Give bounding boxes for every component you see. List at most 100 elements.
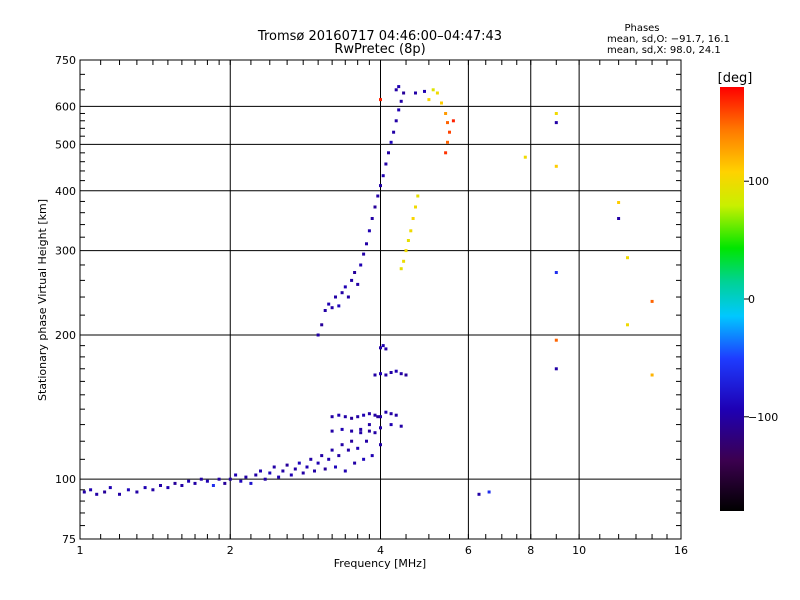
x-tick-label: 1 [77,544,84,557]
data-point [340,443,344,447]
data-point [350,416,354,420]
data-point [327,302,331,306]
data-point [367,229,371,233]
data-point [301,471,305,475]
data-point [281,469,285,473]
data-point [427,98,431,102]
data-point [211,484,215,487]
data-point [477,492,481,496]
data-point [523,155,527,159]
y-axis-label: Stationary phase Virtual Height [km] [36,199,49,401]
data-point [234,473,238,477]
data-point [254,473,258,477]
data-point [446,121,449,125]
data-point [359,431,363,435]
data-point [249,481,253,485]
data-point [626,256,629,260]
data-point [365,242,368,246]
data-point [180,484,184,487]
data-point [330,306,334,310]
data-point [118,492,121,496]
data-point [444,151,448,155]
x-tick-label: 8 [527,544,534,557]
data-point [320,454,324,458]
data-point [350,429,354,433]
colorbar-ticks: 100 0 −100 [744,175,778,424]
data-point [356,446,360,450]
data-point [293,467,297,471]
data-point [448,130,451,134]
data-point [399,372,403,376]
data-point [239,479,243,483]
data-point [108,486,112,490]
y-tick-label: 500 [55,138,76,151]
data-point [337,304,341,308]
data-point [305,465,309,469]
data-point [440,101,443,105]
colorbar-tick-label: 100 [748,175,769,188]
data-point [389,412,393,416]
x-axis-ticks: 1 2 4 6 8 10 16 [77,60,688,557]
data-point [411,217,415,220]
phases-line-x: mean, sd,X: 98.0, 24.1 [607,45,721,56]
data-point [399,99,403,103]
data-point [297,461,301,465]
data-point [228,477,232,481]
data-point [151,488,155,492]
x-tick-label: 6 [465,544,472,557]
data-point [330,448,334,452]
data-point [359,427,363,431]
data-point [199,477,203,481]
data-point [173,481,177,485]
data-point [389,140,393,144]
data-point [309,457,313,461]
data-point [82,490,86,494]
data-point [379,415,382,419]
data-point [365,439,368,443]
data-point [362,457,366,461]
data-point [554,367,558,371]
data-point [343,415,347,419]
data-point [343,285,347,289]
data-point [409,229,413,233]
data-point [367,429,371,433]
data-point [95,492,99,496]
data-point [353,461,357,465]
data-point [103,490,107,494]
data-point [394,119,398,123]
data-point [554,271,558,274]
data-point [416,194,420,198]
data-point [313,469,316,473]
y-axis-ticks: 75 100 200 300 400 500 600 750 [55,54,681,546]
colorbar-label: [deg] [718,71,753,86]
data-point [285,463,289,467]
data-point [193,481,197,485]
data-point [451,119,455,123]
data-point [337,413,341,417]
data-point [376,415,380,419]
data-point [379,443,382,447]
data-point [554,164,558,168]
x-axis-label: Frequency [MHz] [334,557,426,570]
y-tick-label: 750 [55,54,76,67]
data-point [340,427,344,431]
data-point [362,252,366,256]
data-point [397,108,401,112]
colorbar-tick-label: 0 [748,293,755,306]
data-point [356,282,360,286]
y-tick-label: 300 [55,245,76,258]
data-point [414,205,417,209]
data-point [187,479,191,483]
data-point [554,121,558,125]
colorbar-tick-label: −100 [748,411,778,424]
data-point [384,162,388,166]
data-point [402,91,406,95]
data-point [379,426,382,430]
data-point [353,271,357,274]
data-point [316,461,320,465]
data-point [394,88,398,92]
data-point [379,98,382,102]
data-point [554,112,558,115]
data-point [323,467,327,471]
data-point [389,423,393,427]
